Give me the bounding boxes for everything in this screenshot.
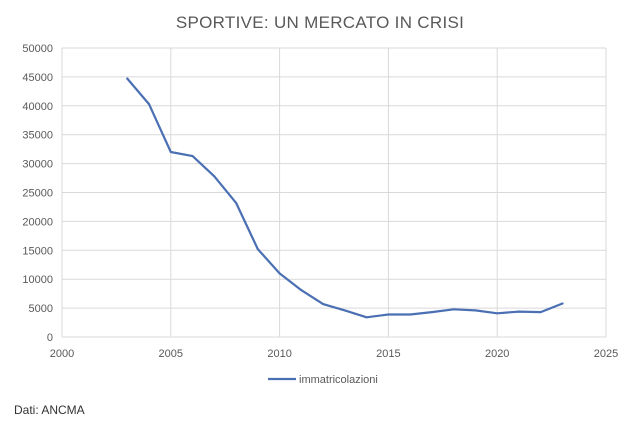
- y-tick-label: 50000: [22, 43, 53, 55]
- y-tick-label: 15000: [22, 245, 53, 257]
- y-tick-label: 35000: [22, 130, 53, 142]
- data-point: [496, 312, 499, 315]
- data-point: [561, 302, 564, 305]
- data-point: [148, 103, 151, 106]
- y-tick-label: 5000: [29, 303, 53, 315]
- x-tick-label: 2015: [376, 348, 400, 360]
- data-point: [365, 316, 368, 319]
- y-tick-label: 20000: [22, 216, 53, 228]
- x-tick-label: 2005: [159, 348, 183, 360]
- data-point: [539, 311, 542, 314]
- y-tick-label: 30000: [22, 159, 53, 171]
- x-tick-label: 2000: [50, 348, 74, 360]
- x-tick-label: 2020: [485, 348, 509, 360]
- y-tick-label: 0: [47, 332, 53, 344]
- data-point: [409, 313, 412, 316]
- chart-title: SPORTIVE: UN MERCATO IN CRISI: [176, 13, 464, 32]
- series-layer: [126, 77, 564, 319]
- y-axis-ticks: 0 5000 10000 15000 20000 25000 30000 35000 40000…: [22, 43, 53, 344]
- y-tick-label: 45000: [22, 72, 53, 84]
- y-tick-label: 10000: [22, 274, 53, 286]
- x-axis-ticks: 2000 2005 2010 2015 2020 2025: [50, 348, 618, 360]
- data-point: [474, 309, 477, 312]
- data-point: [213, 175, 216, 178]
- data-point: [235, 201, 238, 204]
- data-point: [126, 77, 129, 80]
- grid: [61, 47, 607, 338]
- data-point: [256, 248, 259, 251]
- legend: immatricolazioni: [268, 374, 378, 386]
- data-point: [278, 272, 281, 275]
- x-tick-label: 2025: [594, 348, 618, 360]
- data-point: [387, 313, 390, 316]
- y-tick-label: 25000: [22, 188, 53, 200]
- data-point: [430, 311, 433, 314]
- data-point: [169, 151, 172, 154]
- y-tick-label: 40000: [22, 101, 53, 113]
- data-point: [322, 303, 325, 306]
- legend-label: immatricolazioni: [299, 374, 378, 386]
- data-point: [191, 155, 194, 158]
- data-point: [517, 310, 520, 313]
- data-point: [343, 309, 346, 312]
- data-point: [300, 289, 303, 292]
- source-note: Dati: ANCMA: [14, 403, 85, 417]
- x-tick-label: 2010: [267, 348, 291, 360]
- data-point: [452, 308, 455, 311]
